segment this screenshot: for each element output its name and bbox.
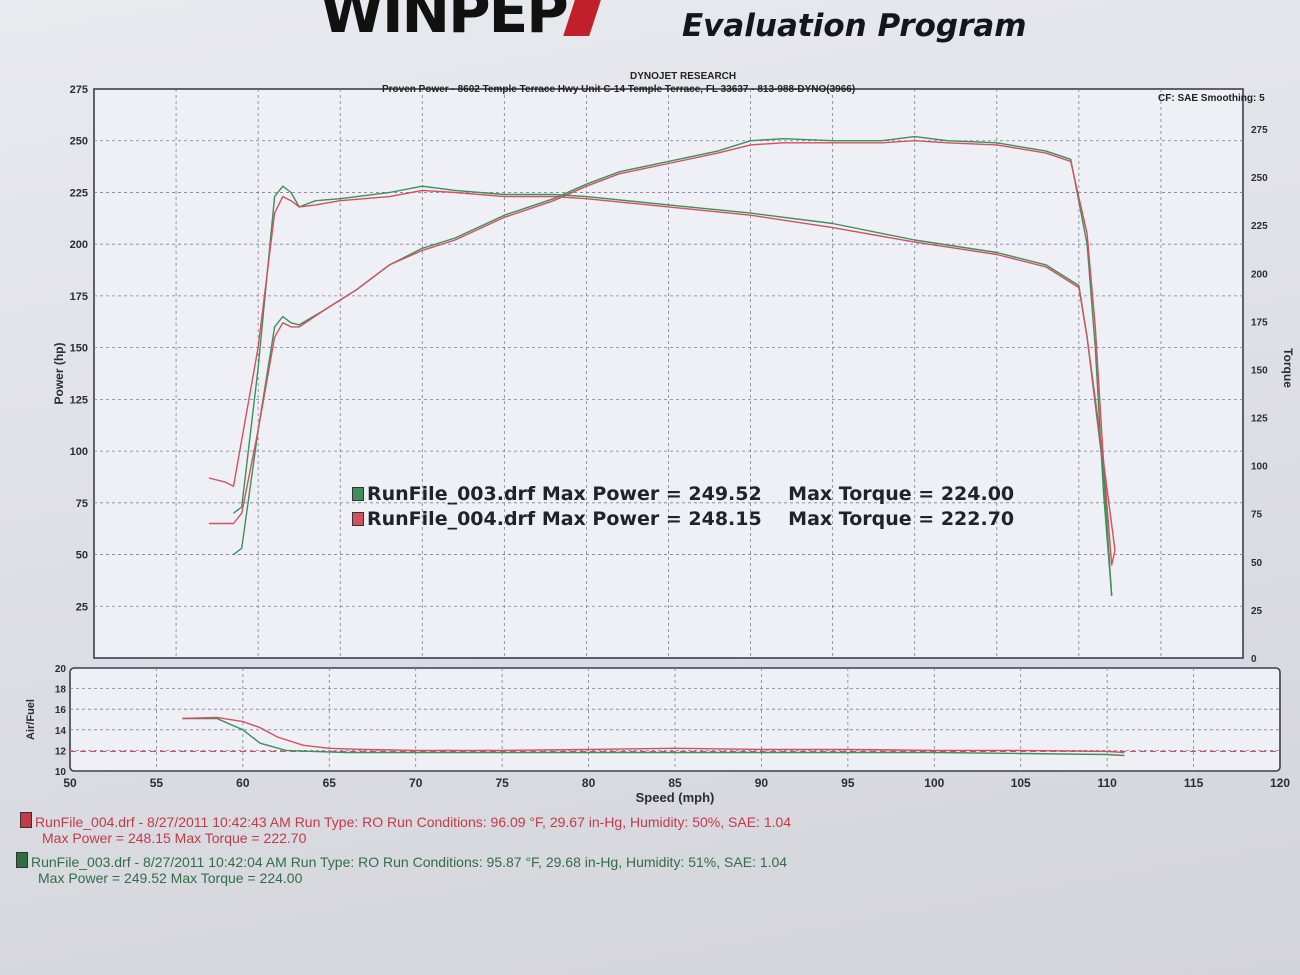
speed-tick-label: 120 [1270,776,1290,790]
series-line-torque-run_003 [233,185,1113,596]
speed-tick-label: 80 [582,776,596,790]
speed-tick-label: 100 [924,776,944,790]
power-tick-label: 100 [70,446,88,458]
footer-run-003-line2: Max Power = 249.52 Max Torque = 224.00 [38,870,303,886]
power-tick-label: 25 [76,601,88,613]
afr-tick-label: 12 [55,746,67,757]
speed-tick-label: 110 [1097,776,1117,790]
winpep-logo: WINPEP [320,0,605,46]
torque-tick-label: 225 [1251,221,1268,232]
afr-line-run_004 [182,716,1125,754]
power-tick-label: 250 [70,136,88,148]
torque-tick-label: 75 [1251,510,1263,521]
footer-run-004: RunFile_004.drf - 8/27/2011 10:42:43 AM … [20,812,791,846]
power-tick-label: 225 [70,187,88,199]
afr-axis-title: Air/Fuel [25,699,37,740]
speed-tick-label: 55 [150,776,164,790]
legend-maxpower-label-004: Max Power = [541,508,682,530]
legend-run-004: RunFile_004.drf Max Power = 248.15 Max T… [352,508,1014,530]
legend-maxtorque-label-003: Max Torque = [788,483,935,505]
legend-maxpower-label-003: Max Power = [541,483,682,505]
logo-text: WINPEP [320,0,569,46]
legend-swatch-004 [352,512,364,526]
chart-settings: CF: SAE Smoothing: 5 [1158,93,1265,104]
footer-swatch-004 [20,812,32,828]
torque-tick-label: 175 [1251,317,1268,328]
legend-run-003: RunFile_003.drf Max Power = 249.52 Max T… [352,483,1014,505]
axis-tick-labels: 25 50 75 100 125 150 175 200 225 250 275 0 25 50 75 100… [55,84,1290,790]
torque-tick-label: 25 [1251,606,1263,617]
power-torque-series [208,135,1116,596]
speed-tick-label: 50 [63,776,77,790]
torque-tick-label: 275 [1251,125,1268,136]
power-tick-label: 125 [70,394,88,406]
torque-axis-title: Torque [1281,348,1295,388]
footer-run-003: RunFile_003.drf - 8/27/2011 10:42:04 AM … [16,852,787,886]
torque-tick-label: 250 [1251,173,1268,184]
afr-tick-label: 20 [55,664,67,675]
footer-run-003-line1: RunFile_003.drf - 8/27/2011 10:42:04 AM … [31,854,788,870]
lab-name: DYNOJET RESEARCH [630,71,737,82]
footer-run-004-line2: Max Power = 248.15 Max Torque = 222.70 [42,830,307,846]
speed-tick-label: 65 [323,776,337,790]
torque-tick-label: 50 [1251,558,1263,569]
power-tick-label: 175 [70,291,88,303]
legend-file-003: RunFile_003.drf [367,483,536,505]
legend-maxtorque-004: 222.70 [940,508,1015,530]
afr-tick-label: 18 [55,685,67,696]
series-line-torque-run_004 [208,189,1116,551]
legend-file-004: RunFile_004.drf [367,508,536,530]
legend-maxtorque-label-004: Max Torque = [788,508,935,530]
series-line-power-run_003 [233,135,1113,596]
torque-tick-label: 0 [1251,654,1257,665]
speed-axis-title: Speed (mph) [636,790,715,805]
speed-tick-label: 70 [409,776,423,790]
footer-run-004-line1: RunFile_004.drf - 8/27/2011 10:42:43 AM … [35,814,792,830]
speed-tick-label: 85 [668,776,682,790]
afr-chart-grid [69,667,1281,772]
footer-swatch-003 [16,852,28,868]
legend-maxpower-004: 248.15 [688,508,762,530]
torque-tick-label: 100 [1251,462,1268,473]
legend-maxpower-003: 249.52 [688,483,762,505]
speed-tick-label: 105 [1011,776,1031,790]
afr-plot-frame [69,667,1281,772]
series-line-power-run_004 [208,139,1116,566]
afr-tick-label: 16 [55,705,67,716]
legend-maxtorque-003: 224.00 [940,483,1015,505]
afr-tick-label: 14 [55,726,67,737]
afr-line-run_003 [182,717,1125,757]
power-tick-label: 150 [70,343,88,355]
torque-tick-label: 125 [1251,414,1268,425]
speed-tick-label: 95 [841,776,855,790]
power-chart-grid [93,88,1244,659]
speed-tick-label: 75 [495,776,509,790]
power-tick-label: 200 [70,239,88,251]
legend-swatch-003 [352,487,364,501]
power-tick-label: 75 [76,498,88,510]
program-title: Evaluation Program [682,8,1027,44]
afr-series [182,716,1125,757]
power-axis-title: Power (hp) [52,342,66,404]
speed-tick-label: 90 [755,776,769,790]
torque-tick-label: 200 [1251,269,1268,280]
torque-tick-label: 150 [1251,365,1268,376]
axis-titles: Power (hp) Torque Air/Fuel Speed (mph) [25,342,1295,805]
power-tick-label: 275 [70,84,88,96]
power-tick-label: 50 [76,550,88,562]
shop-address: Proven Power - 8602 Temple Terrace Hwy U… [382,84,856,95]
afr-tick-label: 10 [55,767,67,778]
speed-tick-label: 115 [1184,776,1204,790]
speed-tick-label: 60 [236,776,250,790]
